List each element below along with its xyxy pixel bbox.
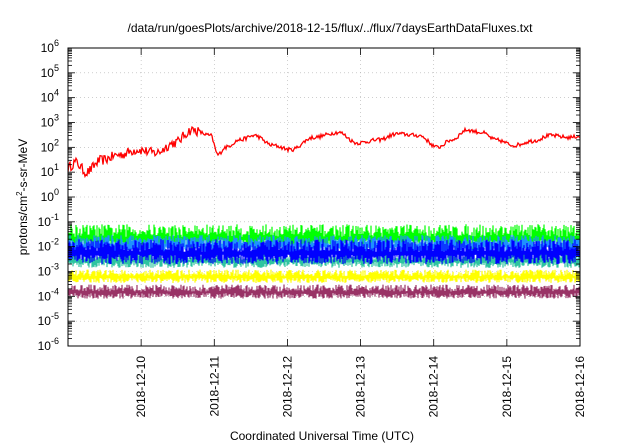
series-band-5 bbox=[68, 269, 580, 283]
chart-title: /data/run/goesPlots/archive/2018-12-15/f… bbox=[128, 21, 534, 35]
y-axis-label-base: protons/cm bbox=[16, 196, 30, 255]
y-tick-label: 10-3 bbox=[38, 262, 59, 279]
series-line-0 bbox=[68, 126, 580, 179]
y-tick-label: 10-1 bbox=[38, 212, 59, 229]
x-axis-label: Coordinated Universal Time (UTC) bbox=[230, 429, 414, 443]
y-tick-labels: 10-6 10-5 10-4 10-3 10-2 10-1 100 101 102 103 104 1… bbox=[38, 38, 59, 353]
data-series bbox=[68, 126, 580, 299]
y-tick-label: 104 bbox=[41, 88, 59, 105]
x-tick-label: 2018-12-15 bbox=[500, 356, 514, 418]
series-band-4 bbox=[68, 239, 580, 265]
y-tick-label: 10-6 bbox=[38, 336, 59, 353]
y-tick-label: 10-2 bbox=[38, 237, 59, 254]
x-tick-label: 2018-12-10 bbox=[134, 356, 148, 418]
y-tick-label: 106 bbox=[41, 38, 59, 55]
x-tick-label: 2018-12-16 bbox=[573, 356, 587, 418]
x-tick-labels: 2018-12-10 2018-12-11 2018-12-12 2018-12-13… bbox=[134, 356, 587, 418]
x-tick-label: 2018-12-12 bbox=[280, 356, 294, 418]
y-axis-label-sup: 2 bbox=[15, 191, 24, 196]
y-axis-label-tail: -s-sr-MeV bbox=[16, 139, 30, 192]
y-tick-label: 103 bbox=[41, 113, 59, 130]
x-tick-label: 2018-12-14 bbox=[427, 356, 441, 418]
y-tick-label: 102 bbox=[41, 137, 59, 154]
y-tick-label: 101 bbox=[41, 162, 59, 179]
minor-ticks bbox=[68, 48, 581, 347]
y-axis-label: protons/cm2-s-sr-MeV bbox=[15, 139, 30, 255]
y-tick-label: 100 bbox=[41, 187, 59, 204]
series-band-6 bbox=[68, 284, 580, 299]
y-tick-label: 10-5 bbox=[38, 311, 59, 328]
y-tick-label: 105 bbox=[41, 63, 59, 80]
y-tick-label: 10-4 bbox=[38, 286, 59, 303]
x-tick-label: 2018-12-13 bbox=[354, 356, 368, 418]
plot-frame bbox=[67, 47, 581, 347]
x-tick-label: 2018-12-11 bbox=[207, 356, 221, 417]
